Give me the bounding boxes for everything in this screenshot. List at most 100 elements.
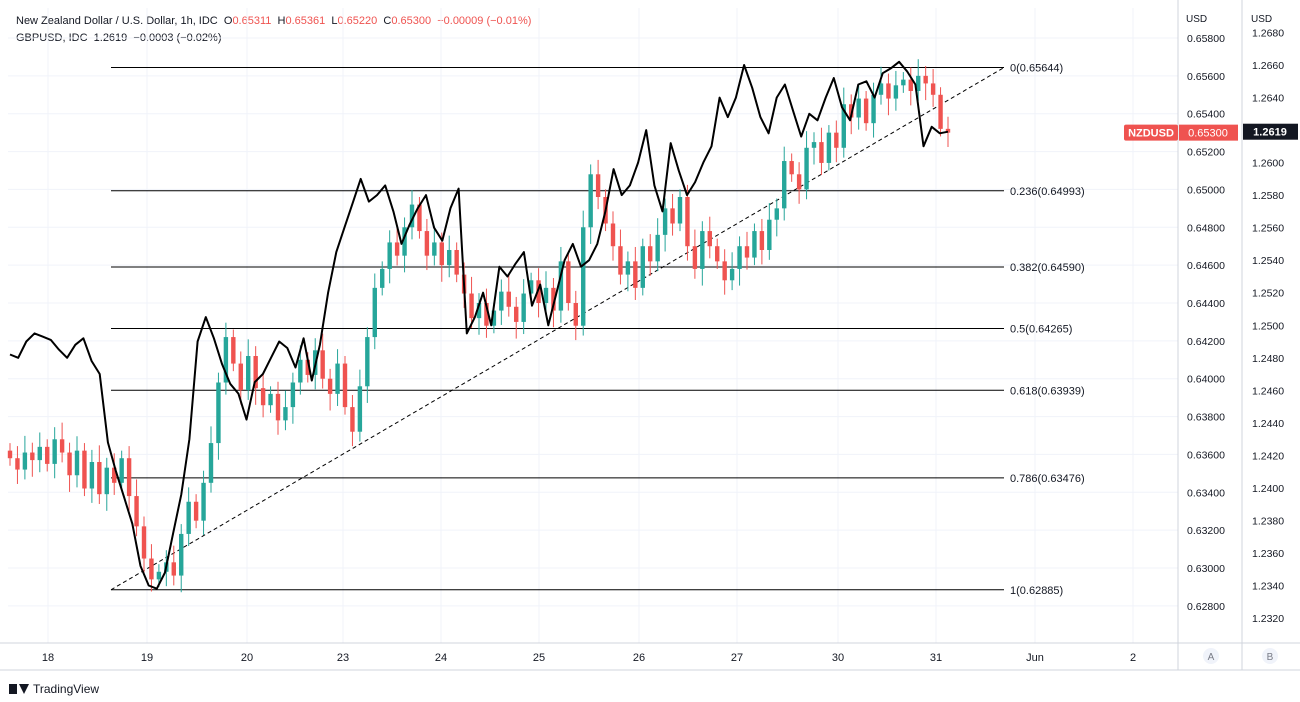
axis-2-currency: USD — [1251, 14, 1272, 25]
scale-a-button-circle[interactable] — [1203, 648, 1219, 664]
fib-level-label: 0.236(0.64993) — [1010, 186, 1085, 198]
candle-body — [74, 450, 80, 476]
legend-high-label: H — [277, 15, 286, 27]
candle-body — [871, 94, 876, 124]
legend-change-value: −0.00009 (−0.01%) — [437, 15, 532, 27]
candle-body — [246, 356, 251, 391]
time-axis-tick-label: 20 — [241, 652, 253, 664]
fib-level-label: 1(0.62885) — [1010, 585, 1063, 597]
candle-body — [15, 458, 20, 470]
candle-body — [335, 363, 340, 394]
candle-body — [216, 382, 221, 444]
candle-body — [30, 452, 35, 461]
axis-2-tick-label: 1.2500 — [1252, 320, 1284, 332]
candle-body — [893, 85, 899, 99]
compare-price-badge — [1243, 123, 1298, 140]
fib-level-label: 0(0.65644) — [1010, 63, 1063, 75]
axis-2-tick-label: 1.2520 — [1252, 288, 1284, 300]
candle-body — [37, 446, 42, 461]
candle-body — [826, 132, 832, 163]
candle-body — [387, 242, 392, 269]
legend-low-label: L — [331, 15, 338, 27]
candle-body — [886, 83, 891, 99]
axis-2-tick-label: 1.2560 — [1252, 223, 1284, 235]
legend-high-value: 0.65361 — [285, 15, 326, 27]
candle-body — [573, 303, 578, 326]
scale-b-button-circle[interactable] — [1262, 648, 1278, 664]
time-axis-tick-label: 30 — [832, 652, 844, 664]
candle-body — [715, 246, 720, 262]
candle-body — [774, 208, 779, 220]
axis-1-tick-label: 0.65000 — [1187, 184, 1225, 196]
candle-body — [536, 280, 541, 303]
candle-body — [141, 526, 147, 559]
candle-body — [134, 496, 139, 527]
grid — [8, 8, 1178, 643]
scale-b-button[interactable]: B — [1267, 652, 1274, 663]
axis-2-tick-label: 1.2340 — [1252, 580, 1284, 592]
candle-body — [841, 104, 846, 148]
candle-body — [223, 337, 229, 383]
axis-2-tick-label: 1.2460 — [1252, 385, 1284, 397]
candle-body — [819, 142, 824, 163]
axis-1-tick-label: 0.63000 — [1187, 563, 1225, 575]
dashed-trendline — [110, 67, 1005, 591]
candle-body — [268, 393, 273, 406]
candle-body — [179, 533, 184, 576]
axis-2-tick-label: 1.2580 — [1252, 190, 1284, 202]
candle-body — [365, 337, 370, 387]
candle-body — [439, 242, 444, 266]
candle-body — [171, 562, 176, 576]
fibonacci-retracement: 0(0.65644) 0.236(0.64993) 0.382(0.64590) 0.… — [111, 63, 1085, 597]
candle-body — [45, 446, 50, 464]
candle-body — [908, 79, 913, 91]
candle-body — [156, 571, 162, 580]
candle-body — [901, 79, 906, 86]
fib-level-label: 0.618(0.63939) — [1010, 385, 1085, 397]
fib-level-label: 0.5(0.64265) — [1010, 324, 1072, 336]
trendline — [110, 67, 1005, 591]
legend-symbol1: New Zealand Dollar / U.S. Dollar, 1h, ID… — [16, 14, 531, 28]
axis-2-tick-label: 1.2420 — [1252, 450, 1284, 462]
candle-body — [380, 268, 385, 288]
candle-body — [305, 359, 310, 375]
time-axis-tick-label: Jun — [1026, 652, 1044, 664]
axis-1-tick-label: 0.65400 — [1187, 109, 1225, 121]
nzdusd-candles — [7, 59, 951, 593]
candle-body — [804, 147, 809, 190]
time-axis-tick-label: 27 — [731, 652, 743, 664]
gbpusd-line — [9, 60, 949, 590]
candle-body — [759, 231, 765, 250]
symbol-price-badge-text: 0.65300 — [1188, 128, 1228, 140]
fib-level-label: 0.382(0.64590) — [1010, 262, 1085, 274]
candle-body — [789, 161, 794, 175]
legend-close-label: C — [383, 15, 392, 27]
candle-body — [566, 261, 571, 303]
candle-body — [447, 250, 452, 266]
tradingview-footer[interactable]: TradingView — [9, 682, 99, 696]
axes: USD USD 0.65800 0.65600 0.65400 0.65200 0.6500… — [0, 0, 1300, 671]
axis-2-tick-label: 1.2320 — [1252, 613, 1284, 625]
candle-body — [521, 293, 526, 322]
candle-body — [350, 407, 355, 432]
candle-body — [782, 161, 787, 209]
axis-1-tick-label: 0.64200 — [1187, 336, 1225, 348]
candle-body — [104, 467, 109, 495]
candle-body — [52, 439, 57, 464]
candle-body — [856, 98, 861, 118]
candle-body — [372, 287, 377, 338]
axis-1-tick-label: 0.64800 — [1187, 222, 1225, 234]
time-axis-tick-label: 24 — [435, 652, 447, 664]
tradingview-logo-icon — [9, 683, 29, 695]
scale-a-button[interactable]: A — [1208, 652, 1215, 663]
candle-body — [588, 174, 593, 228]
candle-body — [298, 359, 303, 383]
candle-body — [729, 268, 735, 281]
time-axis-tick-label: 18 — [42, 652, 54, 664]
candle-body — [752, 231, 757, 258]
candle-body — [514, 306, 519, 322]
candle-body — [595, 174, 601, 197]
axis-1-tick-label: 0.65200 — [1187, 147, 1225, 159]
axis-2-tick-label: 1.2540 — [1252, 255, 1284, 267]
